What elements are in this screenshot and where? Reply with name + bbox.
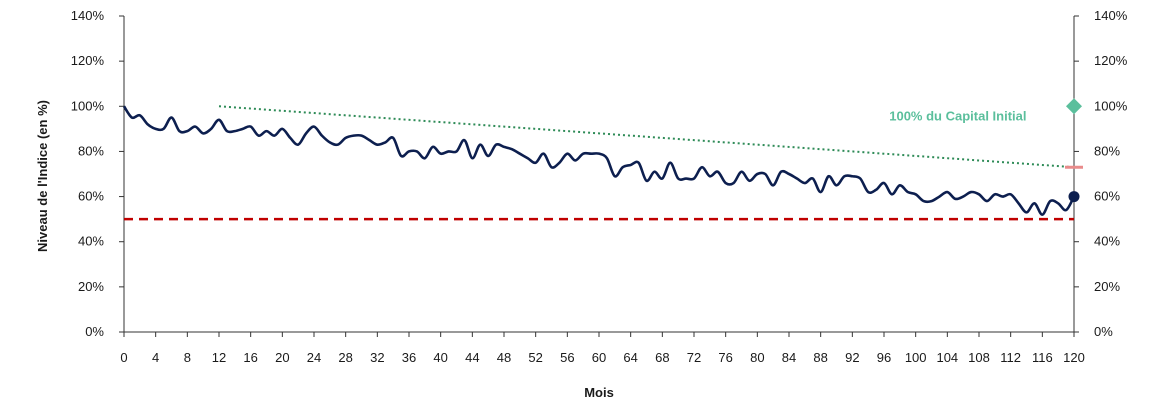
y-tick-label-left: 120% [71,53,105,68]
x-tick-label: 8 [184,350,191,365]
x-tick-label: 20 [275,350,289,365]
y-tick-label-right: 40% [1094,234,1120,249]
capital-initial-diamond-marker [1066,98,1082,115]
x-tick-label: 48 [497,350,511,365]
x-tick-label: 24 [307,350,321,365]
x-tick-label: 96 [877,350,891,365]
y-tick-label-left: 100% [71,98,105,113]
x-tick-label: 100 [905,350,927,365]
x-axis-title: Mois [584,385,614,400]
x-tick-label: 0 [120,350,127,365]
x-tick-label: 52 [528,350,542,365]
y-tick-label-left: 0% [85,324,104,339]
index-path-line [122,105,1076,216]
x-tick-label: 36 [402,350,416,365]
x-tick-label: 84 [782,350,796,365]
y-tick-label-left: 20% [78,279,104,294]
y-tick-label-right: 20% [1094,279,1120,294]
y-tick-label-right: 140% [1094,8,1128,23]
y-tick-label-left: 60% [78,189,104,204]
x-tick-label: 60 [592,350,606,365]
x-tick-label: 116 [1032,350,1053,365]
x-tick-label: 28 [338,350,352,365]
x-tick-label: 92 [845,350,859,365]
y-tick-label-right: 100% [1094,98,1128,113]
x-tick-label: 120 [1063,350,1085,365]
x-tick-label: 112 [1000,350,1021,365]
y-tick-label-right: 120% [1094,53,1128,68]
x-tick-label: 16 [243,350,257,365]
x-tick-label: 44 [465,350,479,365]
label-layer: 0% 20% 40% 60% 80% 100% 120% 140% 0% 20% 40% 60% 80%… [71,8,1128,365]
final-index-marker [1068,191,1080,203]
x-tick-label: 80 [750,350,764,365]
axes-layer [119,15,1079,337]
x-tick-label: 64 [623,350,637,365]
y-tick-label-right: 0% [1094,324,1113,339]
capital-initial-annotation: 100% du Capital Initial [889,108,1026,123]
x-tick-label: 12 [212,350,226,365]
y-axis-title: Niveau de l'Indice (en %) [35,100,50,252]
x-tick-label: 108 [968,350,990,365]
x-tick-label: 104 [936,350,958,365]
x-tick-label: 88 [813,350,827,365]
x-tick-label: 68 [655,350,669,365]
x-tick-label: 56 [560,350,574,365]
x-tick-label: 40 [433,350,447,365]
y-tick-label-left: 40% [78,234,104,249]
x-tick-label: 72 [687,350,701,365]
marker-layer [1065,98,1083,203]
x-tick-label: 32 [370,350,384,365]
series-layer [122,105,1076,221]
y-tick-label-left: 80% [78,143,104,158]
y-tick-label-right: 80% [1094,143,1120,158]
x-tick-label: 76 [718,350,732,365]
x-tick-label: 4 [152,350,159,365]
y-tick-label-right: 60% [1094,189,1120,204]
y-tick-label-left: 140% [71,8,105,23]
